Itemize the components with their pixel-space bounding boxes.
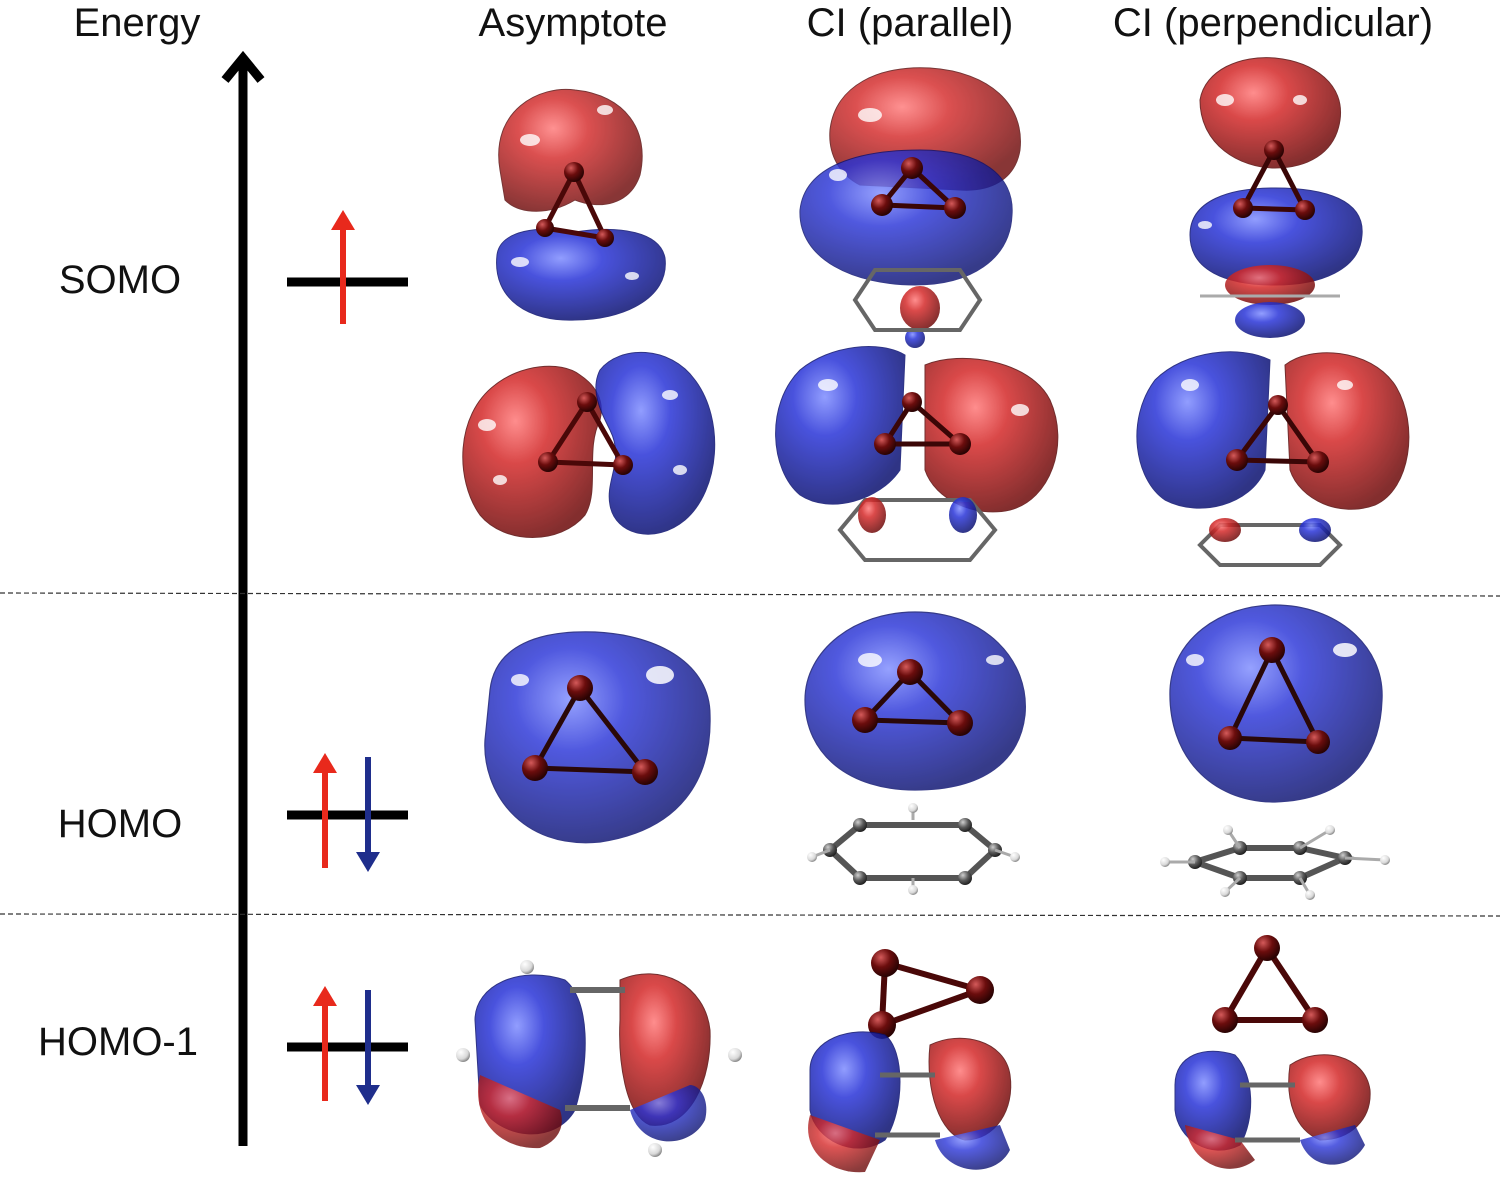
column-title-asymptote: Asymptote <box>479 1 668 45</box>
orbital-ci-parallel-somo-a <box>799 67 1021 348</box>
homo-occupancy-icon <box>287 753 408 872</box>
orbital-asymptote-somo-a <box>496 88 666 321</box>
level-label-homo-1: HOMO-1 <box>38 1020 198 1064</box>
orbital-ci-perpendicular-homo <box>1169 604 1383 803</box>
benzene-ci-parallel-homo <box>807 803 1020 895</box>
orbital-ci-parallel-homo <box>804 611 1026 791</box>
column-title-ci-perpendicular: CI (perpendicular) <box>1113 1 1433 45</box>
column-title-ci-parallel: CI (parallel) <box>807 1 1014 45</box>
section-divider <box>0 592 1500 597</box>
somo-occupancy-icon <box>287 210 408 324</box>
energy-axis-label: Energy <box>74 1 201 45</box>
orbital-asymptote-homo-1 <box>456 960 742 1157</box>
orbital-asymptote-somo-b <box>462 351 716 538</box>
energy-axis-arrow <box>221 50 265 1146</box>
level-label-homo: HOMO <box>58 802 182 846</box>
homo-1-occupancy-icon <box>287 986 408 1105</box>
level-label-somo: SOMO <box>59 258 181 302</box>
orbital-ci-perpendicular-somo-b <box>1136 351 1410 567</box>
orbital-ci-perpendicular-somo-a <box>1189 57 1363 338</box>
orbital-asymptote-homo <box>484 631 711 844</box>
benzene-ci-perpendicular-homo <box>1160 825 1390 900</box>
orbital-ci-perpendicular-homo-1 <box>1174 935 1371 1169</box>
section-divider <box>0 913 1500 917</box>
orbital-ci-parallel-somo-b <box>775 346 1059 562</box>
orbital-ci-parallel-homo-1 <box>808 949 1012 1173</box>
